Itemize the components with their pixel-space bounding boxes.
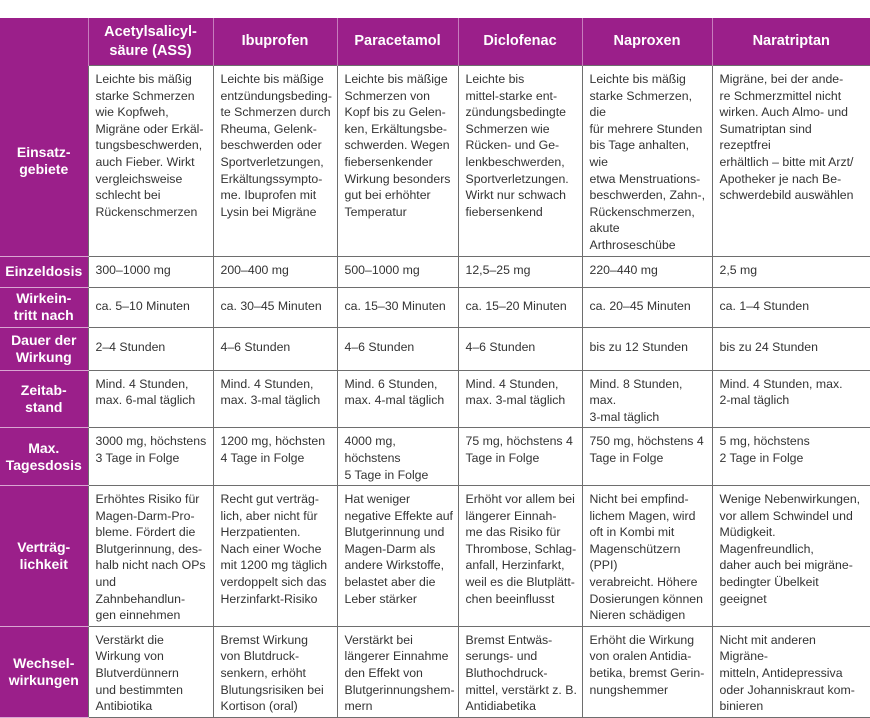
table-row: Zeitab- stand Mind. 4 Stunden, max. 6-mal… bbox=[0, 369, 870, 429]
table-cell: 5 mg, höchstens 2 Tage in Folge bbox=[711, 427, 870, 487]
column-header: Ibuprofen bbox=[212, 18, 337, 66]
table-cell: ca. 5–10 Minuten bbox=[87, 286, 214, 328]
table-cell: 220–440 mg bbox=[581, 255, 713, 288]
table-cell: 4–6 Stunden bbox=[336, 326, 459, 371]
row-label: Max. Tagesdosis bbox=[0, 427, 88, 487]
table-cell: bis zu 24 Stunden bbox=[711, 326, 870, 371]
table-row: Wechsel- wirkungen Verstärkt die Wirkung … bbox=[0, 625, 870, 718]
table-row: Wirkein- tritt nach ca. 5–10 Minuten ca. 3… bbox=[0, 286, 870, 328]
table-cell: Bremst Wirkung von Blutdruck- senkern, e… bbox=[212, 625, 338, 718]
table-row: Einzeldosis 300–1000 mg 200–400 mg 500–1000… bbox=[0, 255, 870, 288]
table-cell: Leichte bis mäßige Schmerzen von Kopf bi… bbox=[336, 65, 459, 257]
table-cell: Leichte bis mäßig starke Schmerzen, die … bbox=[581, 65, 713, 257]
table-cell: 3000 mg, höchstens 3 Tage in Folge bbox=[87, 427, 214, 487]
column-header: Acetylsalicyl- säure (ASS) bbox=[87, 18, 213, 66]
table-cell: 4–6 Stunden bbox=[457, 326, 583, 371]
column-header: Paracetamol bbox=[336, 18, 458, 66]
table-cell: Leichte bis mäßig starke Schmerzen wie K… bbox=[87, 65, 214, 257]
table-cell: ca. 20–45 Minuten bbox=[581, 286, 713, 328]
medication-comparison-table: Acetylsalicyl- säure (ASS) Ibuprofen Parac… bbox=[0, 18, 870, 718]
table-row: Dauer der Wirkung 2–4 Stunden 4–6 Stunden 4… bbox=[0, 326, 870, 371]
table-cell: Leichte bis mittel-starke ent- zündungsb… bbox=[457, 65, 583, 257]
table-cell: ca. 30–45 Minuten bbox=[212, 286, 338, 328]
table-cell: 12,5–25 mg bbox=[457, 255, 583, 288]
table-row: Max. Tagesdosis 3000 mg, höchstens 3 Tage… bbox=[0, 427, 870, 487]
table-cell: Hat weniger negative Effekte auf Blutger… bbox=[336, 485, 459, 627]
row-label: Verträg- lichkeit bbox=[0, 485, 88, 627]
table-cell: Mind. 4 Stunden, max. 2-mal täglich bbox=[711, 369, 870, 429]
table-cell: 2,5 mg bbox=[711, 255, 870, 288]
column-header: Diclofenac bbox=[457, 18, 582, 66]
table-cell: 2–4 Stunden bbox=[87, 326, 214, 371]
table-cell: Verstärkt die Wirkung von Blutverdünnern… bbox=[87, 625, 214, 718]
table-cell: bis zu 12 Stunden bbox=[581, 326, 713, 371]
row-label: Einzeldosis bbox=[0, 256, 88, 288]
table-cell: 500–1000 mg bbox=[336, 255, 459, 288]
table-row: Verträg- lichkeit Erhöhtes Risiko für Mag… bbox=[0, 485, 870, 627]
table-cell: 750 mg, höchstens 4 Tage in Folge bbox=[581, 427, 713, 487]
table-cell: 1200 mg, höchsten 4 Tage in Folge bbox=[212, 427, 338, 487]
table-cell: Verstärkt bei längerer Einnahme den Effe… bbox=[336, 625, 459, 718]
table-cell: Nicht bei empfind- lichem Magen, wird of… bbox=[581, 485, 713, 627]
table-cell: ca. 15–30 Minuten bbox=[336, 286, 459, 328]
table-cell: Mind. 6 Stunden, max. 4-mal täglich bbox=[336, 369, 459, 429]
row-label: Wechsel- wirkungen bbox=[0, 626, 88, 718]
table-cell: 4–6 Stunden bbox=[212, 326, 338, 371]
row-label: Wirkein- tritt nach bbox=[0, 287, 88, 328]
table-cell: Mind. 4 Stunden, max. 3-mal täglich bbox=[212, 369, 338, 429]
table-cell: 300–1000 mg bbox=[87, 255, 214, 288]
table-row: Einsatz- gebiete Leichte bis mäßig starke… bbox=[0, 65, 870, 257]
table-cell: Leichte bis mäßige entzündungsbeding- te… bbox=[212, 65, 338, 257]
row-label: Dauer der Wirkung bbox=[0, 327, 88, 371]
table-cell: Erhöhtes Risiko für Magen-Darm-Pro- blem… bbox=[87, 485, 214, 627]
table-cell: Mind. 4 Stunden, max. 6-mal täglich bbox=[87, 369, 214, 429]
table-cell: Erhöht die Wirkung von oralen Antidia- b… bbox=[581, 625, 713, 718]
table-cell: Migräne, bei der ande- re Schmerzmittel … bbox=[711, 65, 870, 257]
table-cell: Wenige Nebenwirkungen, vor allem Schwind… bbox=[711, 485, 870, 627]
table-cell: ca. 1–4 Stunden bbox=[711, 286, 870, 328]
table-cell: 75 mg, höchstens 4 Tage in Folge bbox=[457, 427, 583, 487]
table-cell: 4000 mg, höchstens 5 Tage in Folge bbox=[336, 427, 459, 487]
table-cell: Mind. 8 Stunden, max. 3-mal täglich bbox=[581, 369, 713, 429]
table-cell: Recht gut verträg- lich, aber nicht für … bbox=[212, 485, 338, 627]
table-cell: Bremst Entwäs- serungs- und Bluthochdruc… bbox=[457, 625, 583, 718]
header-row: Acetylsalicyl- säure (ASS) Ibuprofen Parac… bbox=[0, 18, 870, 66]
table-cell: Erhöht vor allem bei längerer Einnah- me… bbox=[457, 485, 583, 627]
corner-cell bbox=[0, 18, 88, 66]
table-cell: 200–400 mg bbox=[212, 255, 338, 288]
table-cell: Mind. 4 Stunden, max. 3-mal täglich bbox=[457, 369, 583, 429]
column-header: Naratriptan bbox=[711, 18, 870, 66]
row-label: Einsatz- gebiete bbox=[0, 65, 88, 257]
table-cell: Nicht mit anderen Migräne- mitteln, Anti… bbox=[711, 625, 870, 718]
table-cell: ca. 15–20 Minuten bbox=[457, 286, 583, 328]
column-header: Naproxen bbox=[581, 18, 712, 66]
row-label: Zeitab- stand bbox=[0, 370, 88, 429]
